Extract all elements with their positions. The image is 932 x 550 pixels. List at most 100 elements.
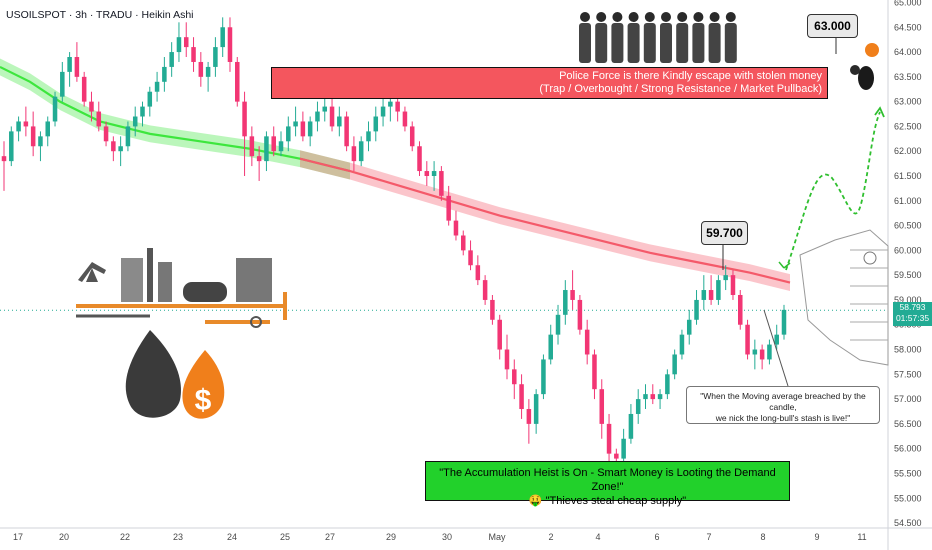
thief-hat-icon	[865, 43, 879, 57]
candle-body	[23, 121, 29, 127]
candle-body	[322, 106, 328, 112]
price-tick-label: 62.000	[894, 146, 922, 156]
refinery-tower-icon	[121, 258, 143, 302]
demand-banner-line2-text: "Thieves steal cheap supply"	[545, 495, 687, 507]
price-tick-label: 57.500	[894, 369, 922, 379]
candle-body	[242, 101, 247, 137]
price-tick-label: 55.500	[894, 468, 922, 478]
candle-body	[154, 81, 160, 92]
price-tick-label: 64.000	[894, 47, 922, 57]
candle-body	[388, 101, 393, 107]
swing-high-callout: 59.700	[701, 221, 748, 245]
candle-body	[555, 314, 561, 335]
time-tick-label: 4	[595, 532, 600, 542]
candle-body	[453, 220, 459, 236]
candle-body	[373, 116, 379, 132]
candle-body	[30, 126, 36, 147]
price-tick-label: 55.000	[894, 493, 922, 503]
candle-body	[446, 195, 451, 221]
candle-body	[293, 121, 298, 127]
candle-body	[89, 101, 94, 112]
candle-body	[606, 423, 612, 454]
candle-body	[504, 349, 510, 370]
candle-body	[147, 91, 153, 107]
money-drop-icon	[182, 350, 225, 419]
candle-body	[665, 374, 670, 395]
police-officer-body-icon	[724, 23, 737, 63]
refinery-chimney-icon	[147, 248, 153, 302]
projection-arrow	[785, 111, 881, 271]
candle-body	[366, 131, 371, 142]
candle-body	[402, 111, 408, 127]
candle-body	[460, 235, 466, 251]
police-officer-body-icon	[579, 23, 591, 63]
price-tick-label: 61.000	[894, 196, 922, 206]
police-officer-body-icon	[627, 23, 640, 63]
price-tick-label: 56.500	[894, 419, 922, 429]
candle-body	[111, 141, 116, 152]
candle-body	[592, 354, 597, 390]
candle-body	[781, 309, 787, 335]
police-officer-icon	[725, 12, 736, 22]
police-officer-body-icon	[676, 23, 689, 63]
candle-body	[118, 146, 123, 152]
candle-body	[249, 136, 255, 157]
candle-body	[351, 146, 357, 162]
thief-sketch-icon	[863, 251, 877, 265]
candle-body	[563, 290, 568, 315]
candle-body	[60, 71, 65, 97]
candle-body	[125, 126, 131, 147]
candle-body	[132, 116, 138, 127]
price-tick-label: 58.000	[894, 345, 922, 355]
time-tick-label: 8	[760, 532, 765, 542]
time-tick-label: 24	[227, 532, 237, 542]
price-tick-label: 59.500	[894, 270, 922, 280]
time-tick-label: 22	[120, 532, 130, 542]
time-tick-label: 20	[59, 532, 69, 542]
candle-body	[38, 136, 43, 147]
candle-body	[176, 37, 182, 53]
projection-arrowhead	[874, 106, 885, 118]
time-tick-label: 7	[706, 532, 711, 542]
resistance-banner-line1: Police Force is there Kindly escape with…	[559, 70, 822, 82]
factory-tank-icon	[236, 258, 272, 302]
candle-body	[701, 290, 707, 300]
candle-body	[759, 349, 765, 360]
candle-body	[264, 136, 269, 162]
candle-body	[358, 141, 364, 162]
police-officer-icon	[661, 12, 671, 22]
candle-body	[657, 394, 663, 400]
candle-body	[337, 116, 342, 127]
thief-icon	[858, 66, 874, 90]
dollar-sign-icon: $	[195, 384, 212, 417]
candle-body	[140, 106, 145, 117]
candle-body	[723, 275, 728, 281]
candle-body	[767, 344, 772, 360]
candle-body	[490, 299, 495, 320]
candle-body	[686, 319, 692, 335]
valve-icon	[250, 316, 262, 328]
candle-body	[628, 413, 634, 439]
candle-body	[745, 324, 750, 355]
ma-red-band-line	[299, 157, 791, 284]
candle-body	[220, 27, 225, 48]
price-tick-label: 65.000	[894, 0, 922, 7]
money-bag-icon	[850, 65, 860, 75]
demand-banner-line2: 🤑 "Thieves steal cheap supply"	[426, 494, 789, 508]
price-tick-label: 59.000	[894, 295, 922, 305]
candle-body	[300, 121, 306, 137]
candle-body	[541, 359, 546, 395]
time-tick-label: 27	[325, 532, 335, 542]
symbol-header: USOILSPOT · 3h · TRADU · Heikin Ashi	[6, 9, 194, 21]
candle-body	[191, 47, 196, 62]
candle-body	[708, 290, 714, 300]
candle-countdown: 01:57:35	[895, 313, 930, 323]
candle-body	[599, 389, 605, 424]
note-connector	[763, 309, 789, 387]
candle-body	[409, 126, 415, 147]
time-tick-label: 2	[548, 532, 553, 542]
candle-body	[103, 126, 109, 142]
price-tick-label: 56.000	[894, 444, 922, 454]
candle-body	[81, 76, 87, 102]
candle-body	[198, 61, 204, 77]
